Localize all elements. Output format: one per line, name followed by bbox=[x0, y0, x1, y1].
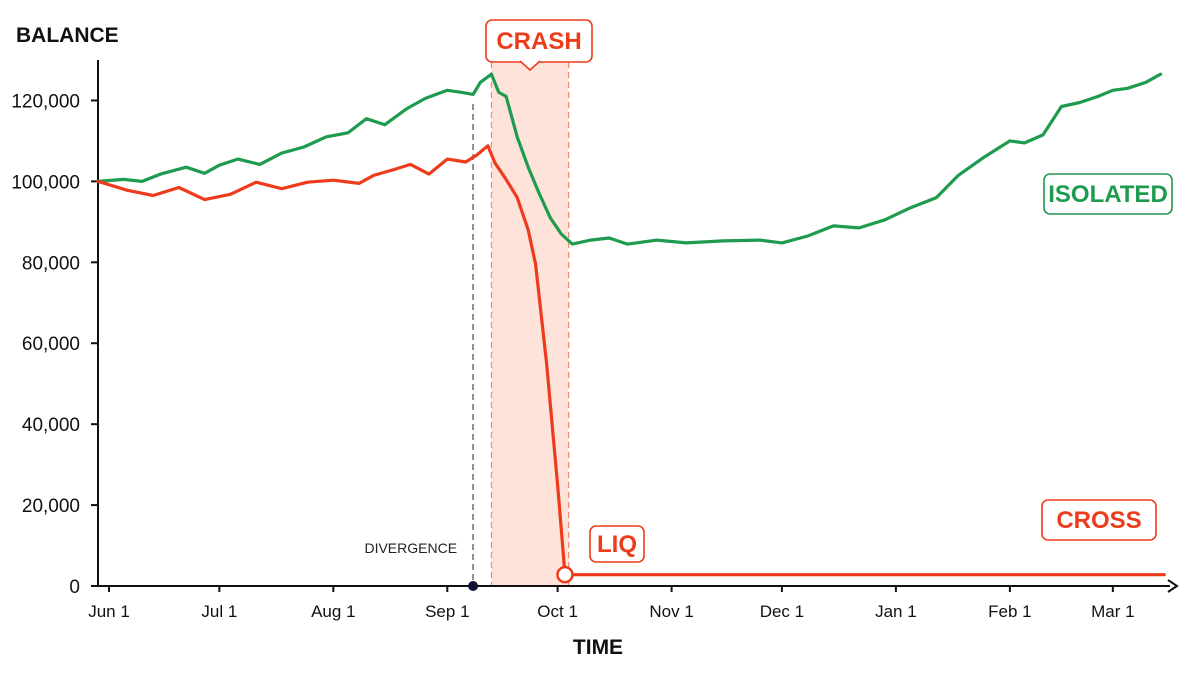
x-tick-label: Feb 1 bbox=[988, 602, 1031, 621]
crash-callout: CRASH bbox=[485, 19, 593, 72]
crash-callout-label: CRASH bbox=[496, 28, 581, 55]
y-tick-label: 100,000 bbox=[11, 172, 80, 193]
y-tick-label: 120,000 bbox=[11, 91, 80, 112]
y-tick-label: 60,000 bbox=[22, 334, 80, 355]
x-tick-label: Oct 1 bbox=[537, 602, 578, 621]
crash-band bbox=[491, 62, 569, 586]
divergence-marker bbox=[468, 581, 479, 591]
x-tick-label: Jul 1 bbox=[201, 602, 237, 621]
cross-callout: CROSS bbox=[1041, 499, 1157, 541]
cross-callout-box bbox=[1041, 499, 1157, 541]
x-tick-label: Jan 1 bbox=[875, 602, 917, 621]
y-tick-label: 20,000 bbox=[22, 496, 80, 517]
crash-callout-pointer bbox=[519, 60, 541, 72]
y-tick-label: 40,000 bbox=[22, 415, 80, 436]
series-line-cross bbox=[96, 144, 567, 577]
series-line-isolated bbox=[96, 72, 1163, 246]
x-tick-label: Mar 1 bbox=[1091, 602, 1134, 621]
cross-callout-label: CROSS bbox=[1056, 507, 1141, 534]
liq-callout: LIQ bbox=[589, 525, 645, 563]
liq-callout-box bbox=[589, 525, 645, 563]
liquidation-marker bbox=[556, 565, 574, 584]
y-tick-label: 80,000 bbox=[22, 253, 80, 274]
x-tick-label: Jun 1 bbox=[88, 602, 130, 621]
x-axis-title: TIME bbox=[573, 636, 623, 659]
x-tick-label: Sep 1 bbox=[425, 602, 469, 621]
x-axis-arrow bbox=[1167, 579, 1179, 593]
y-axis-title: BALANCE bbox=[16, 24, 119, 47]
isolated-callout-label: ISOLATED bbox=[1048, 181, 1168, 208]
divergence-label: DIVERGENCE bbox=[364, 540, 457, 556]
x-tick-label: Aug 1 bbox=[311, 602, 355, 621]
x-tick-label: Nov 1 bbox=[649, 602, 693, 621]
x-tick-label: Dec 1 bbox=[760, 602, 804, 621]
liq-callout-label: LIQ bbox=[597, 531, 637, 558]
isolated-callout: ISOLATED bbox=[1043, 173, 1173, 215]
y-tick-label: 0 bbox=[69, 577, 80, 598]
isolated-callout-box bbox=[1043, 173, 1173, 215]
